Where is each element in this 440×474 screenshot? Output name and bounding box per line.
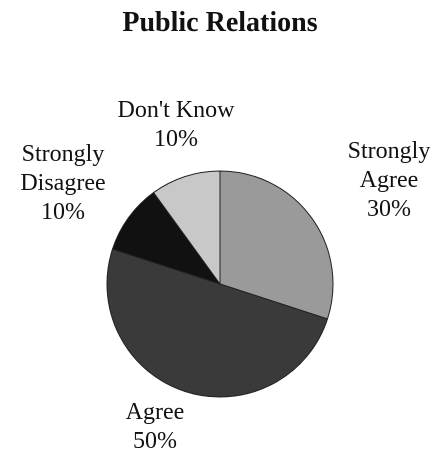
slice-label-dont-know-text: Don't Know xyxy=(117,97,235,123)
slice-label-dont-know-value: 10% xyxy=(154,126,198,152)
pie-slice-strongly-disagree xyxy=(111,191,222,285)
slice-label-strongly-agree-value: 30% xyxy=(367,196,411,222)
slice-label-strongly-agree: Strongly Agree 30% xyxy=(344,137,434,224)
pie-slice-agree xyxy=(106,248,329,398)
slice-label-strongly-disagree-value: 10% xyxy=(41,199,85,225)
pie-slice-strongly-agree xyxy=(219,170,334,320)
slice-label-strongly-agree-text: Strongly Agree xyxy=(347,138,431,193)
slice-label-agree: Agree 50% xyxy=(126,398,185,456)
pie-slice-don-t-know xyxy=(152,170,221,286)
slice-label-dont-know: Don't Know 10% xyxy=(118,96,235,154)
slice-label-strongly-disagree: Strongly Disagree 10% xyxy=(8,140,118,227)
slice-label-strongly-disagree-text: Strongly Disagree xyxy=(20,141,106,196)
chart-title: Public Relations xyxy=(122,7,318,38)
slice-label-agree-text: Agree xyxy=(125,399,185,425)
slice-label-agree-value: 50% xyxy=(132,428,177,454)
